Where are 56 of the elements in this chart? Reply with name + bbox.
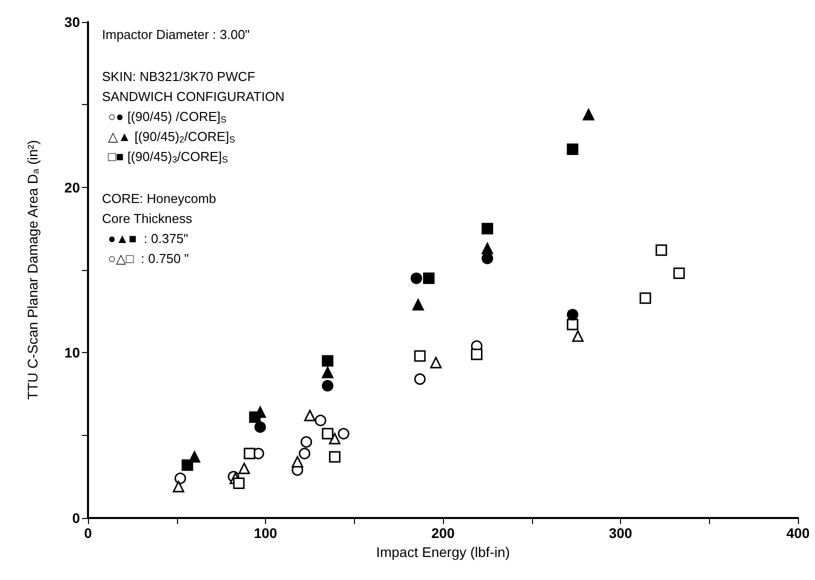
point [482,242,494,254]
point [566,318,578,330]
y-tick-label: 10 [64,344,80,361]
annotation: ○△□ : 0.750 " [108,251,190,266]
point [182,459,194,471]
point [582,108,594,120]
point [656,244,668,256]
point [304,410,316,422]
point [174,472,186,484]
point [172,480,184,492]
point [640,292,652,304]
point [254,421,266,433]
point [300,436,312,448]
point [328,432,340,444]
point [410,272,422,284]
x-tick-label: 100 [254,525,278,541]
point [414,373,426,385]
point [482,252,494,264]
x-tick-label: 200 [431,525,455,541]
y-axis-title: TTU C-Scan Planar Damage Area Da (in²) [24,140,40,400]
point [338,428,350,440]
point [414,350,426,362]
point [322,380,334,392]
point [566,144,578,156]
point [244,448,256,460]
point [314,414,326,426]
x-axis-title: Impact Energy (lbf-in) [376,544,510,560]
annotation: ●▲■ : 0.375" [108,231,189,246]
point [482,222,494,234]
point [298,448,310,460]
point [322,428,334,440]
x-tick-label: 0 [84,525,92,541]
point [423,272,435,284]
point [430,356,442,368]
point [566,308,578,320]
point [322,366,334,378]
annotation: SANDWICH CONFIGURATION [102,89,284,104]
point [249,411,261,423]
point [238,462,250,474]
x-tick-label: 300 [608,525,632,541]
point [470,348,482,360]
point [572,330,584,342]
point [322,355,334,367]
y-tick-label: 20 [64,179,80,196]
point [673,268,685,280]
point [292,456,304,468]
annotation: SKIN: NB321/3K70 PWCF [102,69,256,84]
annotation: CORE: Honeycomb [102,191,216,206]
point [412,298,424,310]
annotation: Core Thickness [102,211,193,226]
x-tick-label: 400 [786,525,810,541]
y-tick-label: 30 [64,14,80,30]
y-tick-label: 0 [72,510,80,526]
point [328,451,340,463]
annotation: Impactor Diameter : 3.00" [102,27,250,42]
point [233,478,245,490]
